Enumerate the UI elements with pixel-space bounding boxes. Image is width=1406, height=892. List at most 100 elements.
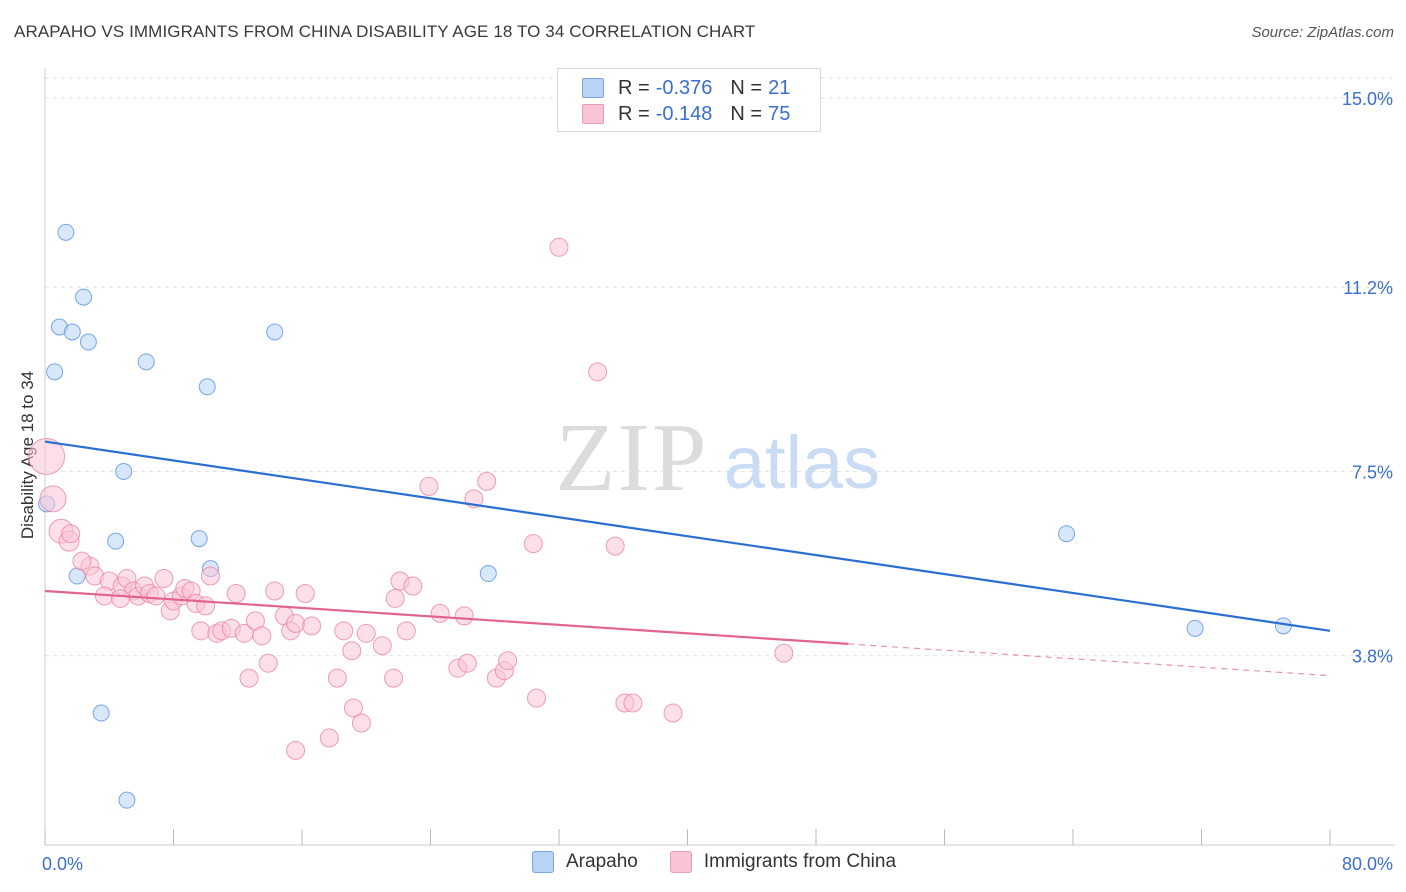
point-china bbox=[403, 576, 423, 596]
point-china bbox=[384, 668, 404, 688]
point-arapaho bbox=[46, 363, 64, 381]
point-china bbox=[549, 237, 569, 257]
point-china bbox=[258, 653, 278, 673]
tick-labels: 15.0% 11.2% 7.5% 3.8% 0.0% 80.0% bbox=[42, 89, 1393, 874]
point-arapaho bbox=[79, 333, 97, 351]
y-tick-label: 3.8% bbox=[1352, 647, 1393, 667]
series-legend-china: Immigrants from China bbox=[669, 851, 897, 873]
point-china bbox=[623, 693, 643, 713]
point-china bbox=[372, 636, 392, 656]
watermark: ZIP atlas bbox=[556, 404, 881, 512]
legend-r-label: R = bbox=[618, 76, 650, 99]
point-arapaho bbox=[1058, 525, 1076, 543]
point-china bbox=[351, 713, 371, 733]
point-arapaho bbox=[198, 378, 216, 396]
point-china bbox=[295, 583, 315, 603]
point-china bbox=[146, 586, 166, 606]
point-china bbox=[28, 438, 66, 475]
x-tick-label: 0.0% bbox=[42, 854, 83, 874]
point-china bbox=[477, 471, 497, 491]
point-arapaho bbox=[107, 532, 125, 550]
trend-line-china bbox=[44, 589, 849, 645]
point-china bbox=[302, 616, 322, 636]
trend-line-arapaho bbox=[44, 440, 1331, 632]
series-legend: Arapaho Immigrants from China bbox=[532, 851, 928, 873]
y-tick-label: 15.0% bbox=[1342, 89, 1393, 109]
legend-n-label: N = bbox=[730, 102, 763, 125]
point-arapaho bbox=[75, 288, 93, 306]
trend-lines bbox=[44, 440, 1331, 677]
legend-r-label: R = bbox=[618, 102, 650, 125]
legend-r-value: -0.376 bbox=[655, 76, 713, 99]
point-china bbox=[457, 653, 477, 673]
point-china bbox=[286, 613, 306, 633]
point-china bbox=[430, 603, 450, 623]
point-china bbox=[356, 623, 376, 643]
point-china bbox=[327, 668, 347, 688]
legend-n-label: N = bbox=[730, 76, 763, 99]
point-arapaho bbox=[1186, 619, 1204, 637]
data-points bbox=[28, 223, 1292, 809]
legend-swatch-china bbox=[582, 104, 604, 124]
point-arapaho bbox=[190, 530, 208, 548]
point-china bbox=[523, 534, 543, 554]
point-arapaho bbox=[92, 704, 110, 722]
correlation-legend: R = -0.376 N = 21 R = -0.148 N = 75 bbox=[557, 68, 821, 132]
legend-n-value: 75 bbox=[768, 102, 791, 125]
y-tick-label: 7.5% bbox=[1352, 462, 1393, 482]
point-china bbox=[200, 566, 220, 586]
point-china bbox=[498, 651, 518, 671]
point-china bbox=[385, 588, 405, 608]
point-china bbox=[605, 536, 625, 556]
point-arapaho bbox=[63, 323, 81, 341]
point-china bbox=[39, 485, 67, 513]
point-china bbox=[663, 703, 683, 723]
watermark-atlas: atlas bbox=[724, 421, 880, 504]
point-arapaho bbox=[266, 323, 284, 341]
y-tick-label: 11.2% bbox=[1343, 278, 1393, 298]
legend-n-value: 21 bbox=[768, 76, 791, 99]
point-china bbox=[252, 626, 272, 646]
series-legend-arapaho: Arapaho bbox=[532, 851, 638, 873]
point-china bbox=[396, 621, 416, 641]
series-swatch-china bbox=[669, 851, 692, 873]
legend-swatch-arapaho bbox=[582, 78, 604, 98]
point-china bbox=[588, 362, 608, 382]
x-tick-label: 80.0% bbox=[1342, 854, 1393, 874]
series-legend-label: Arapaho bbox=[566, 851, 638, 872]
watermark-zip: ZIP bbox=[556, 404, 709, 512]
point-china bbox=[334, 621, 354, 641]
point-china bbox=[72, 551, 92, 571]
point-china bbox=[265, 581, 285, 601]
axes bbox=[44, 68, 1395, 846]
point-china bbox=[286, 740, 306, 760]
point-china bbox=[343, 698, 363, 718]
legend-row-arapaho: R = -0.376 N = 21 bbox=[582, 76, 790, 100]
point-arapaho bbox=[115, 462, 133, 480]
point-china bbox=[527, 688, 547, 708]
point-china bbox=[319, 728, 339, 748]
legend-r-value: -0.148 bbox=[655, 102, 713, 125]
point-china bbox=[774, 643, 794, 663]
point-arapaho bbox=[137, 353, 155, 371]
trend-line-china-extrapolated bbox=[848, 643, 1331, 677]
series-legend-label: Immigrants from China bbox=[703, 851, 897, 872]
series-swatch-arapaho bbox=[532, 851, 554, 873]
point-arapaho bbox=[479, 565, 497, 583]
point-china bbox=[196, 596, 216, 616]
point-china bbox=[61, 524, 81, 544]
point-china bbox=[454, 606, 474, 626]
point-china bbox=[239, 668, 259, 688]
chart-title: ARAPAHO VS IMMIGRANTS FROM CHINA DISABIL… bbox=[14, 22, 756, 41]
point-china bbox=[226, 583, 246, 603]
point-china bbox=[342, 641, 362, 661]
legend-row-china: R = -0.148 N = 75 bbox=[582, 102, 790, 126]
point-china bbox=[419, 476, 439, 496]
point-china bbox=[154, 569, 174, 589]
point-china bbox=[110, 588, 130, 608]
grid-lines bbox=[45, 77, 1395, 657]
point-arapaho bbox=[118, 791, 136, 809]
point-arapaho bbox=[57, 223, 75, 241]
point-china bbox=[191, 621, 211, 641]
